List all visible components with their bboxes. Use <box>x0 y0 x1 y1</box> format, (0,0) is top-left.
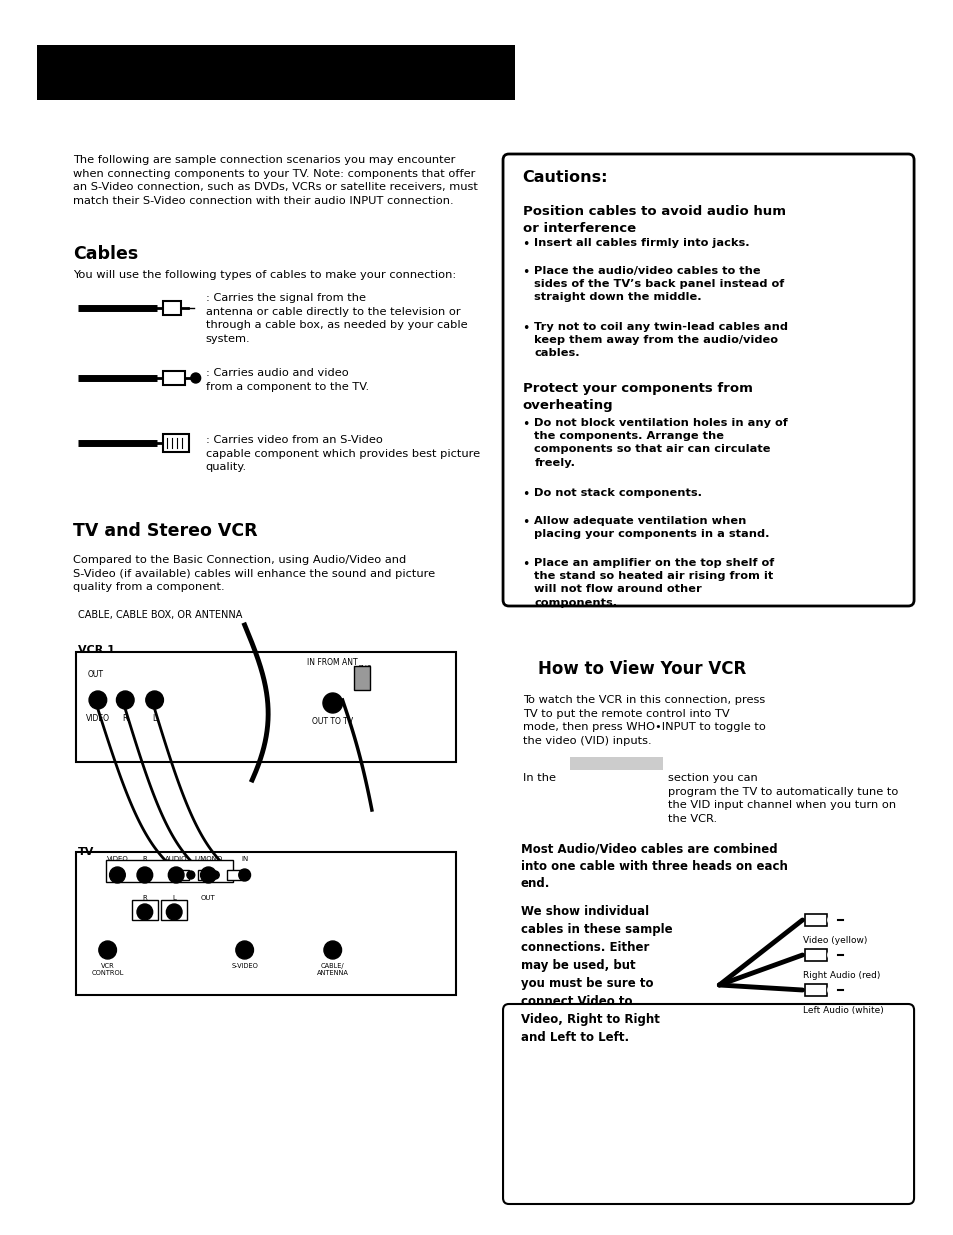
Circle shape <box>323 693 342 713</box>
Text: R: R <box>122 714 128 722</box>
Text: section you can
program the TV to automatically tune to
the VID input channel wh: section you can program the TV to automa… <box>668 773 898 824</box>
Text: L/MONO: L/MONO <box>194 856 222 862</box>
Text: L: L <box>152 714 156 722</box>
Text: Cautions:: Cautions: <box>522 170 607 185</box>
Text: •: • <box>522 266 530 279</box>
Text: OUT: OUT <box>88 671 104 679</box>
Circle shape <box>238 869 251 881</box>
Circle shape <box>187 871 194 879</box>
Circle shape <box>827 950 837 960</box>
Text: TV and Stereo VCR: TV and Stereo VCR <box>73 522 257 540</box>
Text: L: L <box>172 895 176 902</box>
Circle shape <box>827 986 837 995</box>
Circle shape <box>168 867 184 883</box>
Text: •: • <box>522 238 530 251</box>
Circle shape <box>99 941 116 960</box>
Text: : Carries audio and video
from a component to the TV.: : Carries audio and video from a compone… <box>205 368 368 391</box>
Text: Cables: Cables <box>73 245 138 263</box>
Bar <box>163 370 185 385</box>
Text: Most Audio/Video cables are combined
into one cable with three heads on each
end: Most Audio/Video cables are combined int… <box>520 844 786 890</box>
Circle shape <box>240 871 249 879</box>
Text: Protect your components from
overheating: Protect your components from overheating <box>522 382 752 411</box>
Circle shape <box>146 692 163 709</box>
Text: S-VIDEO: S-VIDEO <box>231 963 258 969</box>
Bar <box>161 900 187 920</box>
Text: Right Audio (red): Right Audio (red) <box>802 971 880 981</box>
Bar <box>106 860 233 882</box>
Circle shape <box>137 904 152 920</box>
Text: •: • <box>522 488 530 501</box>
Circle shape <box>191 373 200 383</box>
Bar <box>163 301 181 315</box>
Circle shape <box>116 692 134 709</box>
Bar <box>132 900 157 920</box>
Bar <box>76 852 456 995</box>
FancyBboxPatch shape <box>502 1004 913 1204</box>
Text: : Carries the signal from the
antenna or cable directly to the television or
thr: : Carries the signal from the antenna or… <box>205 293 467 343</box>
Circle shape <box>137 867 152 883</box>
Text: : Carries video from an S-Video
capable component which provides best picture
qu: : Carries video from an S-Video capable … <box>205 435 479 472</box>
Text: VCR
CONTROL: VCR CONTROL <box>91 963 124 976</box>
Bar <box>37 44 515 100</box>
Text: OUT: OUT <box>201 895 215 902</box>
Text: Compared to the Basic Connection, using Audio/Video and
S-Video (if available) c: Compared to the Basic Connection, using … <box>73 555 436 593</box>
Bar <box>163 433 189 452</box>
Text: Allow adequate ventilation when
placing your components in a stand.: Allow adequate ventilation when placing … <box>534 516 769 540</box>
Circle shape <box>212 871 219 879</box>
Bar <box>569 757 662 769</box>
Text: How to View Your VCR: How to View Your VCR <box>537 659 746 678</box>
Text: Insert all cables firmly into jacks.: Insert all cables firmly into jacks. <box>534 238 749 248</box>
Text: R: R <box>142 856 147 862</box>
Text: CH4: CH4 <box>356 674 372 680</box>
Circle shape <box>235 941 253 960</box>
Text: •: • <box>522 558 530 571</box>
Text: R: R <box>142 895 147 902</box>
Text: AUDIO: AUDIO <box>165 856 187 862</box>
Text: Do not stack components.: Do not stack components. <box>534 488 701 498</box>
Text: IN FROM ANT: IN FROM ANT <box>307 658 357 667</box>
Circle shape <box>827 915 837 925</box>
Bar <box>227 869 242 881</box>
Bar <box>804 914 826 926</box>
Text: •: • <box>522 322 530 335</box>
Bar <box>197 869 213 881</box>
Text: VCR 1: VCR 1 <box>78 645 115 655</box>
Text: •: • <box>522 417 530 431</box>
Text: Try not to coil any twin-lead cables and
keep them away from the audio/video
cab: Try not to coil any twin-lead cables and… <box>534 322 787 358</box>
Text: Left Audio (white): Left Audio (white) <box>802 1007 883 1015</box>
Text: We show individual
cables in these sample
connections. Either
may be used, but
y: We show individual cables in these sampl… <box>520 905 672 1044</box>
Circle shape <box>166 904 182 920</box>
Text: Do not block ventilation holes in any of
the components. Arrange the
components : Do not block ventilation holes in any of… <box>534 417 787 468</box>
Bar <box>76 652 456 762</box>
Circle shape <box>110 867 125 883</box>
Circle shape <box>324 941 341 960</box>
Text: The following are sample connection scenarios you may encounter
when connecting : The following are sample connection scen… <box>73 156 477 206</box>
Text: In the: In the <box>522 773 555 783</box>
Text: CH3: CH3 <box>356 664 372 671</box>
Bar <box>354 666 370 690</box>
Bar <box>804 948 826 961</box>
Text: VIDEO: VIDEO <box>86 714 110 722</box>
Text: VIDEO: VIDEO <box>107 856 129 862</box>
Bar <box>804 984 826 995</box>
Text: •: • <box>522 516 530 529</box>
Text: Position cables to avoid audio hum
or interference: Position cables to avoid audio hum or in… <box>522 205 784 235</box>
Text: Video (yellow): Video (yellow) <box>802 936 867 945</box>
Text: OUT TO TV: OUT TO TV <box>312 718 353 726</box>
FancyBboxPatch shape <box>502 154 913 606</box>
Text: CABLE, CABLE BOX, OR ANTENNA: CABLE, CABLE BOX, OR ANTENNA <box>78 610 242 620</box>
Circle shape <box>200 867 216 883</box>
Text: CABLE/
ANTENNA: CABLE/ ANTENNA <box>316 963 348 976</box>
Text: IN: IN <box>241 856 248 862</box>
Circle shape <box>89 692 107 709</box>
Text: You will use the following types of cables to make your connection:: You will use the following types of cabl… <box>73 270 456 280</box>
Text: TV: TV <box>78 847 94 857</box>
Bar <box>173 869 189 881</box>
Text: To watch the VCR in this connection, press
TV to put the remote control into TV
: To watch the VCR in this connection, pre… <box>522 695 764 746</box>
Text: Place an amplifier on the top shelf of
the stand so heated air rising from it
wi: Place an amplifier on the top shelf of t… <box>534 558 774 608</box>
Text: Place the audio/video cables to the
sides of the TV’s back panel instead of
stra: Place the audio/video cables to the side… <box>534 266 783 303</box>
